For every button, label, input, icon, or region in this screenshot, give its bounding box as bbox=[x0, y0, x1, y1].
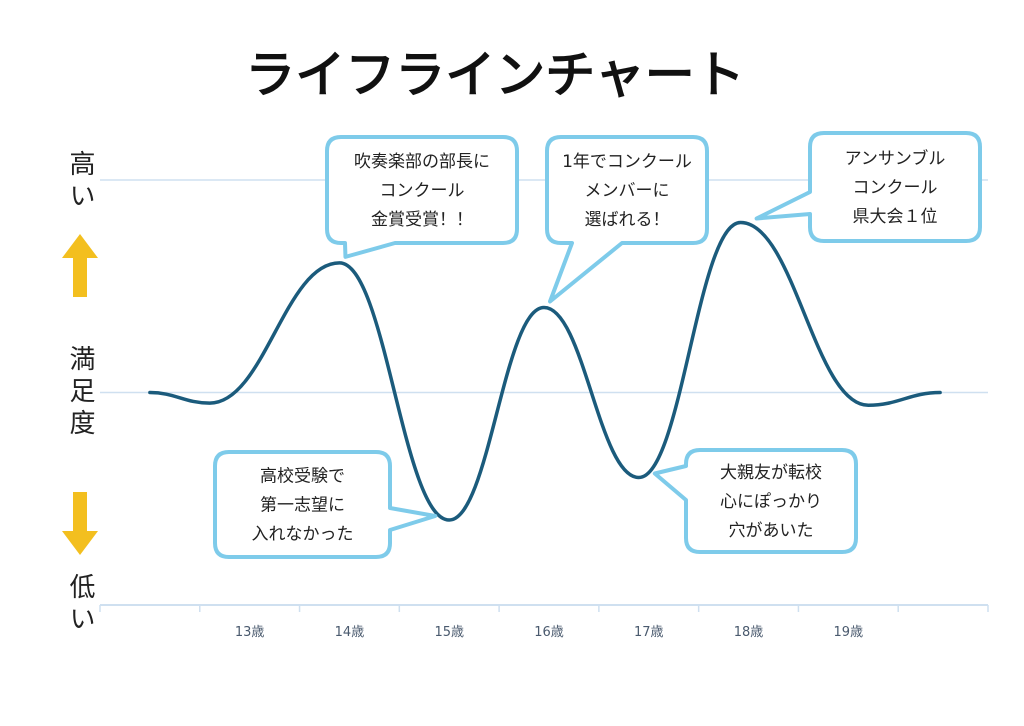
y-high-label: 高い bbox=[65, 150, 95, 214]
callouts: 吹奏楽部の部長にコンクール金賞受賞！！1年でコンクールメンバーに選ばれる！アンサ… bbox=[213, 131, 982, 559]
x-tick-label: 17歳 bbox=[634, 625, 664, 640]
x-tick-label: 14歳 bbox=[335, 625, 365, 640]
callout-text: 第一志望に bbox=[260, 496, 345, 516]
arrow-up-icon bbox=[62, 234, 98, 297]
callout-text: コンクール bbox=[853, 178, 938, 198]
callout-text: 大親友が転校 bbox=[720, 463, 822, 483]
callout-text: 入れなかった bbox=[252, 525, 354, 545]
callout-text: 心にぽっかり bbox=[720, 492, 822, 512]
y-axis-label: 満足度 bbox=[65, 345, 95, 441]
x-tick-label: 18歳 bbox=[734, 625, 764, 640]
callout-bubble bbox=[754, 131, 982, 243]
series-layer bbox=[148, 220, 942, 522]
callout-bubble bbox=[325, 135, 519, 259]
callout-text: 選ばれる！ bbox=[585, 210, 670, 230]
callout-text: メンバーに bbox=[585, 181, 670, 201]
x-tick-label: 13歳 bbox=[235, 625, 265, 640]
callout-bubble bbox=[213, 450, 438, 559]
callout-text: アンサンブル bbox=[845, 148, 946, 169]
x-tick-label: 16歳 bbox=[534, 625, 564, 640]
y-low-label: 低い bbox=[65, 573, 95, 637]
x-axis: 13歳 14歳 15歳 16歳 17歳 18歳 19歳 bbox=[99, 605, 989, 640]
callout-text: コンクール bbox=[380, 181, 465, 201]
callout-bubble bbox=[545, 135, 709, 304]
y-axis-arrows bbox=[62, 234, 98, 555]
callout-text: 穴があいた bbox=[729, 521, 814, 541]
x-tick-label: 15歳 bbox=[434, 625, 464, 640]
callout-text: 県大会１位 bbox=[853, 207, 938, 227]
callout-text: 金賞受賞！！ bbox=[371, 210, 473, 230]
callout-text: 吹奏楽部の部長に bbox=[354, 152, 490, 172]
callout-bubble bbox=[652, 448, 858, 554]
arrow-down-icon bbox=[62, 492, 98, 555]
chart-title: ライフラインチャート bbox=[245, 46, 745, 104]
x-tick-label: 19歳 bbox=[834, 625, 864, 640]
callout-text: 高校受験で bbox=[260, 467, 345, 487]
callout-text: 1年でコンクール bbox=[562, 152, 692, 172]
